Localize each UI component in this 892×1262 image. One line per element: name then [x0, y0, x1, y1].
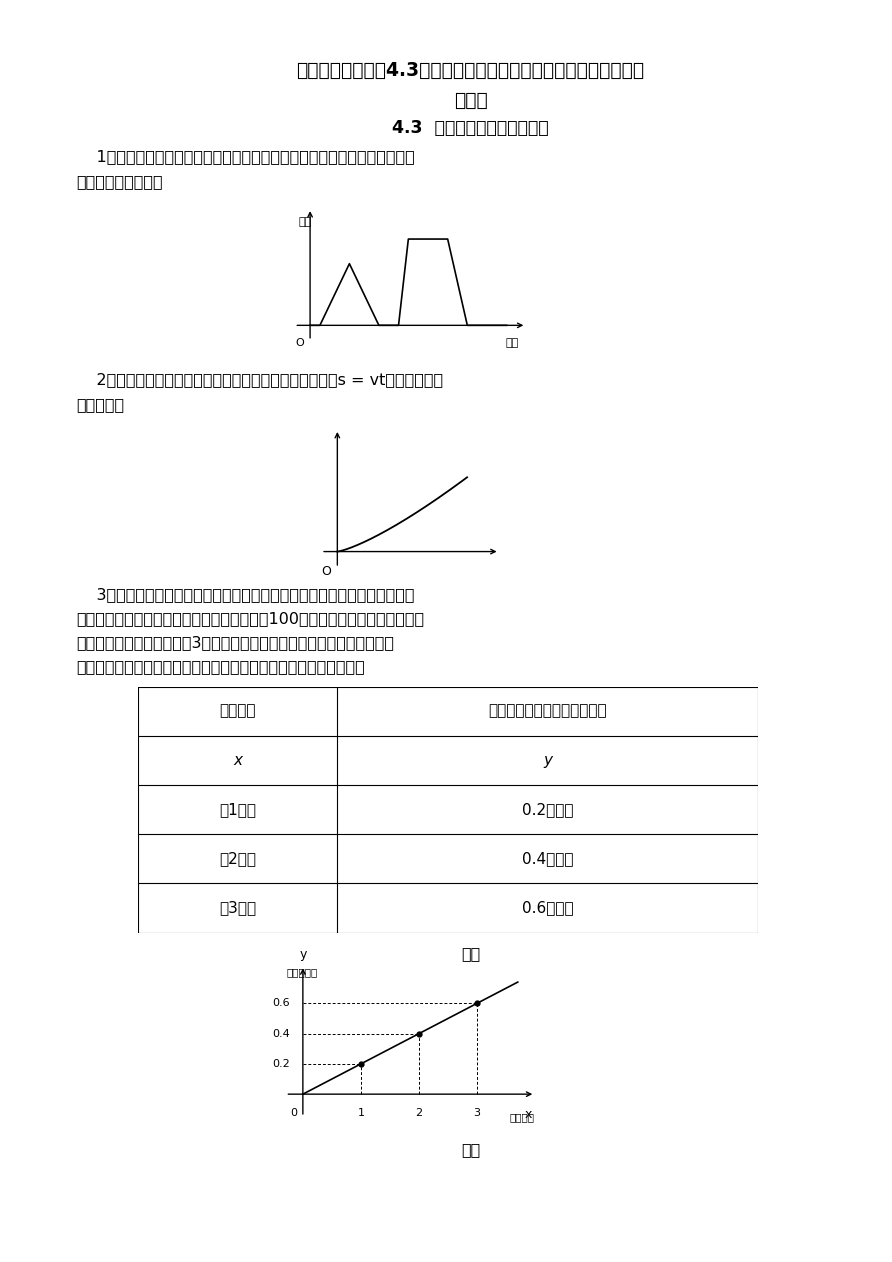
Text: 甲．根据这些数据描点、连线，绘成曲线图乙，发现连续成直线状．: 甲．根据这些数据描点、连线，绘成曲线图乙，发现连续成直线状．	[76, 659, 365, 674]
Text: 速度: 速度	[298, 217, 311, 227]
Text: O: O	[321, 565, 331, 578]
Text: x: x	[524, 1108, 532, 1121]
Text: 校时路上的情景吗？: 校时路上的情景吗？	[76, 174, 162, 189]
Text: y: y	[543, 753, 552, 767]
Text: 第3年底: 第3年底	[219, 901, 256, 915]
Text: 第几年底: 第几年底	[509, 1112, 534, 1122]
Text: 图乙: 图乙	[461, 1142, 480, 1157]
Text: 1．小华来校的路上，骑自行车的速度与时间的关系如图，你能想象出他来: 1．小华来校的路上，骑自行车的速度与时间的关系如图，你能想象出他来	[76, 149, 415, 164]
Text: 2．下图所示是表示两个变量之间关系的图，请根据公式s = vt想象一个适合: 2．下图所示是表示两个变量之间关系的图，请根据公式s = vt想象一个适合	[76, 372, 443, 387]
Text: 0.6: 0.6	[272, 998, 290, 1008]
Text: 3．全世界每年都有大量土地被沙漠吞没，改造沙漠，保护土地资源，已成: 3．全世界每年都有大量土地被沙漠吞没，改造沙漠，保护土地资源，已成	[76, 587, 414, 602]
Text: 表甲: 表甲	[461, 946, 480, 962]
Text: 0: 0	[291, 1108, 298, 1118]
Text: 0.4: 0.4	[272, 1029, 290, 1039]
Text: 3: 3	[474, 1108, 481, 1118]
Text: 第1年底: 第1年底	[219, 803, 256, 817]
Text: 0.4万公顷: 0.4万公顷	[522, 852, 574, 866]
Text: 1: 1	[358, 1108, 365, 1118]
Text: 观察时间: 观察时间	[219, 704, 256, 718]
Text: 时间: 时间	[505, 338, 518, 347]
Text: 0.6万公顷: 0.6万公顷	[522, 901, 574, 915]
Text: 它的场境．: 它的场境．	[76, 398, 124, 413]
Text: y: y	[299, 948, 307, 960]
Text: 及答案: 及答案	[454, 91, 487, 110]
Text: O: O	[295, 338, 303, 347]
Text: 4.3  用图象表示的变量间关系: 4.3 用图象表示的变量间关系	[392, 119, 549, 136]
Text: 0.2万公顷: 0.2万公顷	[522, 803, 574, 817]
Text: 0.2: 0.2	[272, 1059, 290, 1069]
Text: 第2年底: 第2年底	[219, 852, 256, 866]
Text: x: x	[233, 753, 242, 767]
Text: （万公顷）: （万公顷）	[286, 967, 318, 977]
Text: 七年级数学下册《4.3用图象表示的变量间关系》第二课时综合训练: 七年级数学下册《4.3用图象表示的变量间关系》第二课时综合训练	[296, 61, 645, 80]
Text: 2: 2	[416, 1108, 423, 1118]
Text: 为一项十分紧迫的任务．某地区沙漠原有面积100万公顷，为了解该地区沙漠面: 为一项十分紧迫的任务．某地区沙漠原有面积100万公顷，为了解该地区沙漠面	[76, 611, 424, 626]
Text: 该地区沙漠比原有面积增加数: 该地区沙漠比原有面积增加数	[488, 704, 607, 718]
Text: 积的变化情况，进行了连续3年的观察，并将每年年底的观察结果记录如表: 积的变化情况，进行了连续3年的观察，并将每年年底的观察结果记录如表	[76, 635, 394, 650]
